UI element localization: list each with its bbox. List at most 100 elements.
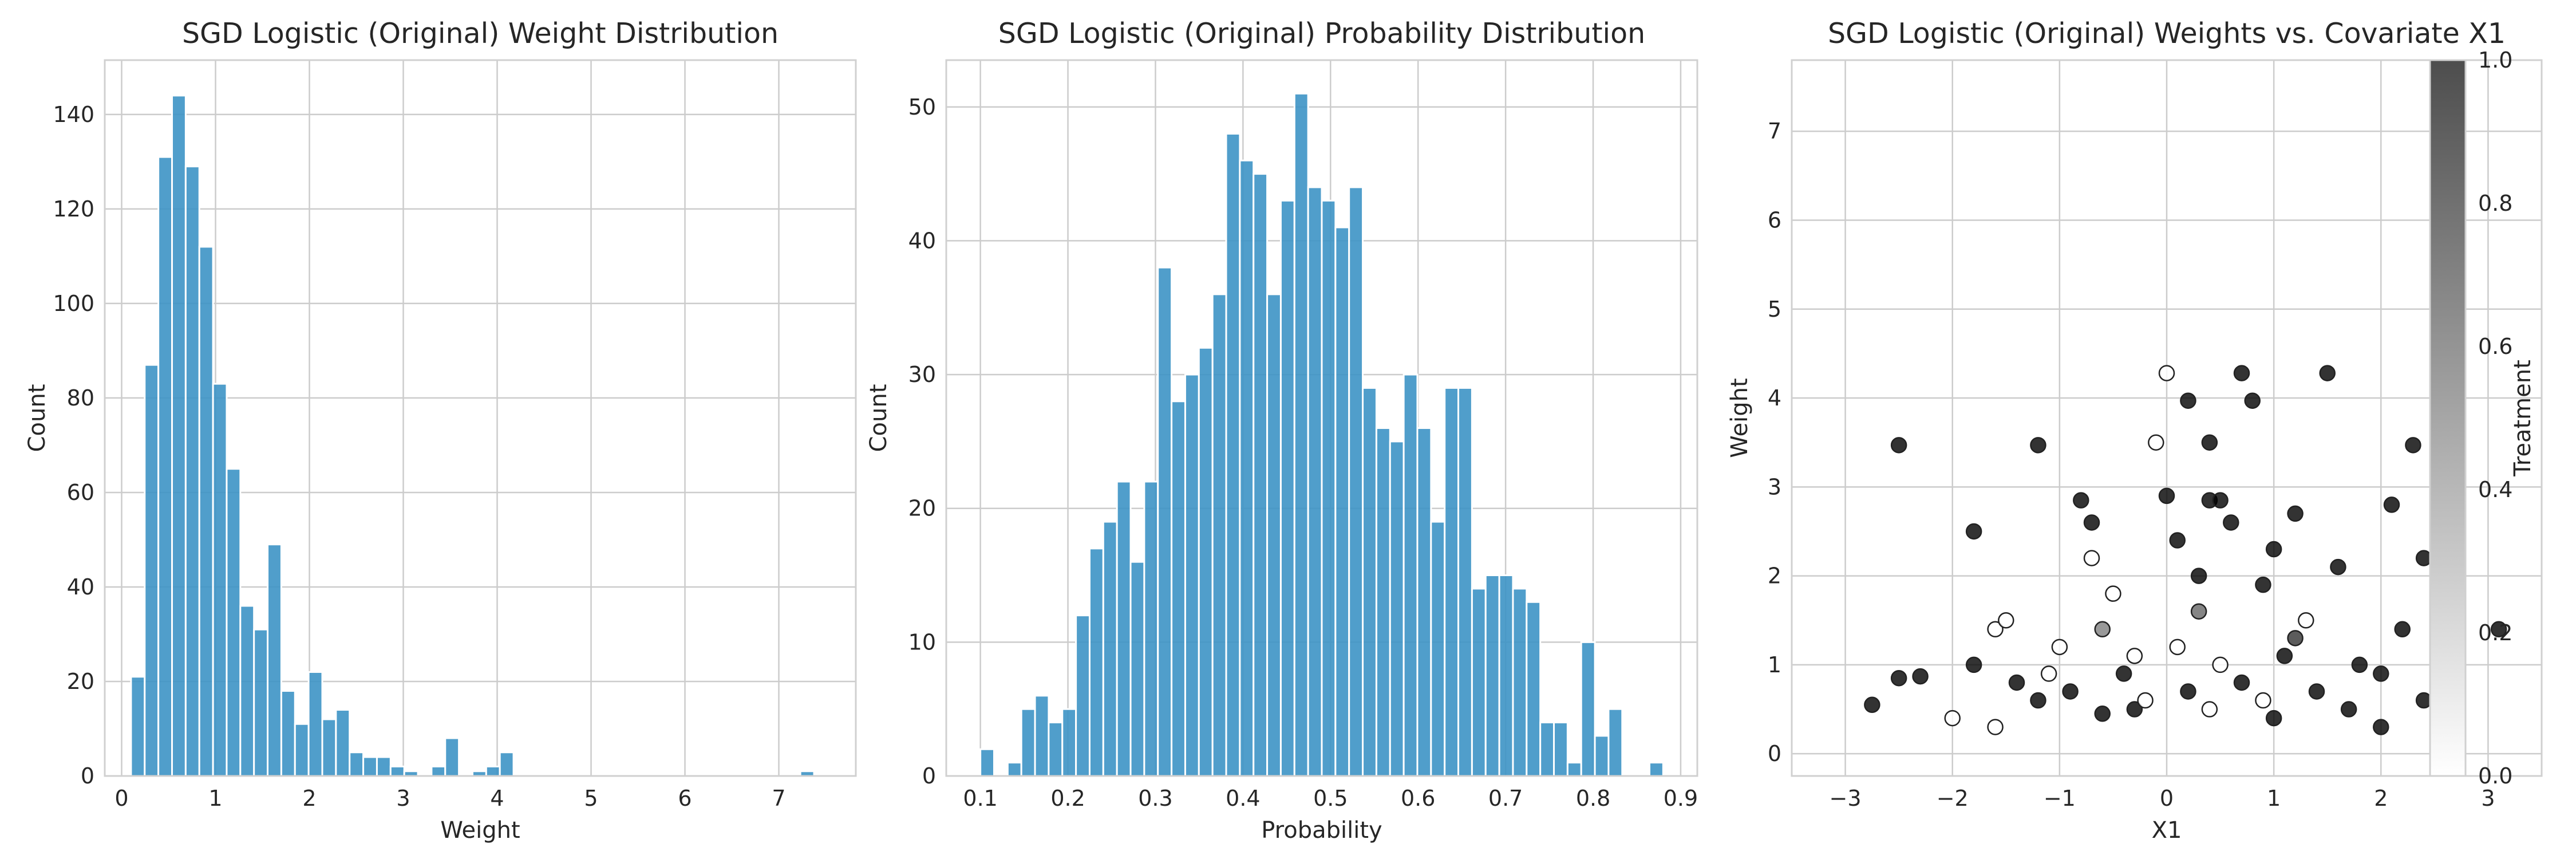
x-tick-label: 0.6	[1401, 786, 1435, 811]
scatter-point	[1890, 669, 1907, 687]
y-axis-label: Count	[24, 384, 50, 452]
histogram-bar	[1006, 762, 1022, 777]
histogram-bar	[335, 708, 351, 777]
histogram-bar	[184, 166, 200, 777]
scatter-point	[2351, 656, 2368, 673]
y-tick-label: 1	[1768, 652, 1781, 677]
scatter-point	[1965, 656, 1982, 673]
scatter-point	[2490, 621, 2507, 638]
scatter-point	[2126, 701, 2143, 718]
scatter-point	[2287, 630, 2304, 647]
chart-title: SGD Logistic (Original) Weights vs. Cova…	[1828, 17, 2506, 50]
histogram-bar	[1321, 199, 1337, 777]
colorbar-label: Treatment	[2510, 360, 2536, 477]
bars	[130, 94, 815, 777]
histogram-bar	[979, 748, 995, 777]
histogram-bar	[1184, 373, 1200, 777]
scatter-point	[2073, 492, 2089, 509]
x-tick-label: 0	[2160, 786, 2174, 811]
y-tick-label: 60	[67, 480, 94, 505]
scatter-point	[2298, 612, 2314, 629]
colorbar-tick-label: 0.2	[2478, 620, 2512, 645]
points	[1864, 365, 2507, 735]
scatter-point	[2415, 692, 2432, 709]
x-tick-label: 6	[678, 786, 692, 811]
histogram-bar	[1307, 186, 1323, 777]
histogram-bar	[226, 468, 242, 777]
scatter-point	[2330, 558, 2346, 576]
histogram-bar	[1334, 226, 1350, 777]
scatter-point	[2212, 492, 2229, 509]
histogram-bar	[157, 156, 173, 777]
histogram-bar	[1553, 722, 1568, 777]
y-axis-label: Weight	[1726, 378, 1753, 458]
scatter-point	[1987, 621, 2004, 638]
chart-title: SGD Logistic (Original) Weight Distribut…	[182, 17, 779, 50]
histogram-bar	[1198, 346, 1214, 777]
scatter-point	[2030, 437, 2046, 454]
histogram-bar	[253, 628, 269, 777]
x-tick-label: −3	[1830, 786, 1862, 811]
scatter-point	[1912, 668, 1929, 685]
x-tick-label: 3	[2481, 786, 2495, 811]
histogram-bar	[130, 676, 146, 777]
y-tick-label: 0	[1768, 741, 1781, 766]
histogram-bar	[1607, 708, 1623, 777]
scatter-point	[2201, 434, 2218, 451]
x-tick-label: 0	[114, 786, 128, 811]
histogram-bar	[1526, 601, 1542, 777]
histogram-bar	[307, 671, 323, 777]
scatter-point	[2083, 514, 2100, 531]
scatter-point	[2415, 550, 2432, 566]
probability-histogram: 0.1 0.2 0.3 0.4 0.5 0.6 0.7 0.8 0.9 0 10 20 30 40 50 SG…	[866, 17, 1698, 844]
x-axis-label: Weight	[440, 817, 520, 844]
histogram-bar	[444, 737, 460, 777]
scatter-point	[2105, 585, 2121, 602]
y-tick-label: 120	[53, 196, 94, 222]
scatter-point	[2394, 621, 2411, 638]
scatter-point	[1998, 612, 2014, 629]
x-tick-label: 0.2	[1050, 786, 1085, 811]
y-tick-label: 6	[1768, 208, 1781, 233]
colorbar-tick-label: 0.4	[2478, 477, 2512, 502]
histogram-bar	[1279, 199, 1295, 777]
histogram-bar	[1253, 173, 1269, 777]
histogram-bar	[362, 756, 378, 777]
y-axis-label: Count	[866, 384, 892, 452]
scatter-point	[2158, 487, 2175, 505]
x-tick-label: 0.1	[963, 786, 997, 811]
scatter-point	[2223, 514, 2239, 531]
histogram-bar	[198, 246, 214, 777]
histogram-bar	[1471, 588, 1487, 777]
y-tick-label: 0	[81, 763, 94, 789]
x-tick-label: 2	[302, 786, 316, 811]
x-tick-label: 0.4	[1226, 786, 1260, 811]
y-tick-label: 4	[1768, 385, 1781, 411]
scatter-point	[2169, 639, 2186, 656]
y-tick-label: 100	[53, 291, 94, 316]
histogram-bar	[1020, 708, 1036, 777]
colorbar-tick-label: 0.6	[2478, 334, 2512, 359]
histogram-bar	[1266, 293, 1282, 777]
plot-frame	[945, 59, 1698, 777]
scatter-point	[2340, 701, 2357, 718]
scatter-point	[2319, 365, 2336, 381]
histogram-bar	[1211, 293, 1227, 777]
x-tick-label: 0.5	[1313, 786, 1348, 811]
x-tick-label: 7	[772, 786, 785, 811]
histogram-bar	[212, 383, 228, 777]
scatter-point	[2405, 437, 2421, 454]
histogram-bar	[1539, 722, 1555, 777]
histogram-bar	[280, 689, 296, 777]
histogram-bar	[485, 765, 501, 777]
histogram-bar	[1143, 480, 1159, 777]
x-tick-label: 4	[490, 786, 504, 811]
colorbar-tick-label: 0.0	[2478, 763, 2512, 789]
scatter-point	[2233, 674, 2250, 691]
y-tick-label: 10	[908, 629, 936, 655]
scatter-point	[2190, 568, 2207, 584]
y-tick-label: 2	[1768, 564, 1781, 589]
chart-title: SGD Logistic (Original) Probability Dist…	[998, 17, 1645, 50]
scatter-point	[2373, 665, 2389, 682]
colorbar-tick-label: 1.0	[2478, 48, 2512, 73]
